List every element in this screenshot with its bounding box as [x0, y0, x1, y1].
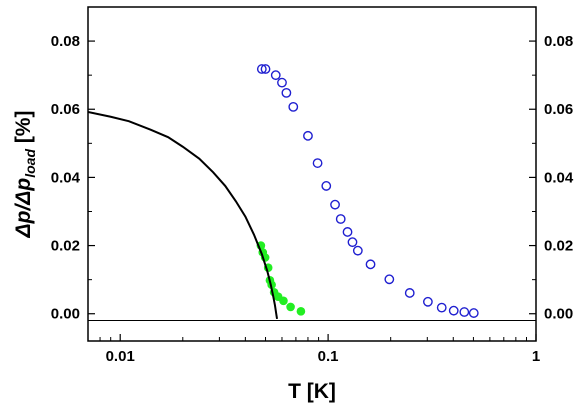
y-tick-label-right: 0.08: [544, 33, 573, 50]
filled-circle-point: [296, 307, 306, 316]
filled-circle-point: [286, 302, 295, 312]
x-tick-label: 0.1: [318, 348, 339, 365]
open-circle-point: [404, 288, 415, 298]
y-tick-label-left: 0.02: [51, 238, 80, 255]
open-circle-point: [288, 101, 299, 112]
x-tick-label: 0.01: [106, 348, 135, 365]
open-circle-point: [277, 77, 287, 88]
tick-labels-layer: 0.01 0.1 1 0.00 0.00 0.02 0.02 0.04 0.04 0.06 0.06…: [51, 33, 574, 365]
y-tick-label-left: 0.04: [51, 169, 81, 186]
y-axis-title-main: Δp/Δp: [12, 178, 35, 239]
open-circle-point: [436, 302, 447, 313]
fit-curve-line: [88, 110, 279, 320]
open-circle-point: [448, 305, 459, 316]
y-tick-label-left: 0.06: [51, 101, 80, 118]
open-circle-point: [281, 87, 292, 98]
open-circle-point: [335, 214, 346, 224]
open-circle-point: [384, 274, 395, 285]
plot-frame: [87, 6, 537, 342]
y-tick-label-right: 0.06: [544, 101, 573, 118]
open-circle-point: [365, 259, 376, 270]
open-circle-point: [347, 237, 358, 248]
y-tick-label-right: 0.00: [544, 306, 573, 323]
y-tick-label-left: 0.08: [51, 33, 80, 50]
y-axis-title: Δp/Δpload [%]: [12, 111, 38, 239]
filled-circle-point: [279, 296, 288, 306]
x-tick-label: 1: [532, 348, 540, 365]
open-circle-point: [303, 130, 313, 141]
y-tick-label-left: 0.00: [51, 306, 80, 323]
open-circle-point: [422, 296, 433, 307]
open-circle-point: [342, 227, 353, 237]
open-circle-point: [312, 158, 323, 168]
open-circle-point: [352, 245, 363, 256]
open-circle-point: [330, 199, 340, 210]
y-tick-label-right: 0.02: [544, 238, 573, 255]
y-axis-title-unit: [%]: [12, 111, 35, 150]
ticks-layer: [88, 40, 537, 341]
open-circle-point: [459, 307, 470, 317]
open-circle-point: [256, 64, 267, 74]
open-circle-point: [468, 308, 479, 318]
open-circle-point: [270, 70, 281, 81]
y-tick-label-right: 0.04: [544, 169, 574, 186]
y-axis-title-sub: load: [22, 149, 38, 178]
series-layer: [88, 64, 479, 320]
open-circle-point: [321, 181, 332, 191]
open-circle-point: [260, 64, 271, 74]
x-axis-title: T [K]: [288, 380, 336, 403]
